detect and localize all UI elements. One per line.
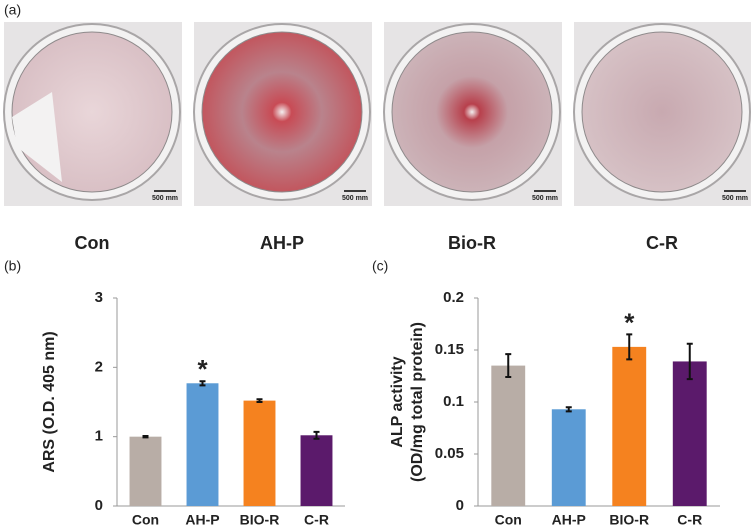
bar — [491, 365, 526, 506]
y-tick-label: 0.2 — [443, 289, 464, 306]
x-tick-label: BIO-R — [240, 512, 280, 528]
y-axis-label: ARS (O.D. 405 nm) — [41, 331, 58, 472]
x-tick-label: Con — [495, 512, 522, 528]
x-tick-label: BIO-R — [609, 512, 649, 528]
bar — [129, 436, 162, 506]
dish-label: AH-P — [260, 233, 304, 253]
dish-label: C-R — [646, 233, 678, 253]
y-tick-label: 0 — [456, 497, 464, 514]
dish-stain — [201, 31, 363, 193]
significance-mark: * — [197, 354, 208, 384]
panel-label: (a) — [4, 2, 21, 18]
error-bar — [505, 353, 512, 379]
bar — [551, 409, 586, 506]
x-tick-label: C-R — [677, 512, 702, 528]
bar — [243, 400, 276, 506]
x-tick-label: AH-P — [552, 512, 586, 528]
error-bar — [313, 430, 320, 440]
panel-label: (c) — [372, 258, 388, 274]
y-tick-label: 0.05 — [435, 445, 464, 462]
y-tick-label: 0 — [95, 497, 103, 514]
x-tick-label: C-R — [304, 512, 329, 528]
x-tick-label: Con — [132, 512, 159, 528]
bar — [186, 383, 219, 506]
panel-label: (b) — [4, 258, 21, 274]
error-bar — [626, 333, 633, 361]
scale-bar-label: 500 mm — [722, 195, 748, 202]
dish-stain — [391, 31, 553, 193]
y-tick-label: 1 — [95, 428, 103, 445]
y-tick-label: 2 — [95, 358, 103, 375]
dish-stain — [581, 31, 743, 193]
x-tick-label: AH-P — [185, 512, 219, 528]
scale-bar-label: 500 mm — [342, 195, 368, 202]
y-tick-label: 0.15 — [435, 341, 464, 358]
significance-mark: * — [624, 307, 635, 337]
unstained-area — [12, 92, 62, 182]
scale-bar-label: 500 mm — [532, 195, 558, 202]
error-bar — [686, 342, 693, 381]
dish-label: Bio-R — [448, 233, 496, 253]
y-tick-label: 0.1 — [443, 393, 464, 410]
scale-bar-label: 500 mm — [152, 195, 178, 202]
bar — [300, 435, 333, 506]
error-bar — [565, 406, 572, 413]
error-bar — [199, 380, 206, 387]
y-axis-label: (OD/mg total protein) — [409, 322, 426, 482]
y-axis-label: ALP activity — [389, 356, 406, 447]
bar — [672, 361, 707, 506]
y-tick-label: 3 — [95, 289, 103, 306]
error-bar — [142, 434, 149, 439]
dish-label: Con — [75, 233, 110, 253]
error-bar — [256, 398, 263, 403]
bar — [612, 346, 647, 506]
